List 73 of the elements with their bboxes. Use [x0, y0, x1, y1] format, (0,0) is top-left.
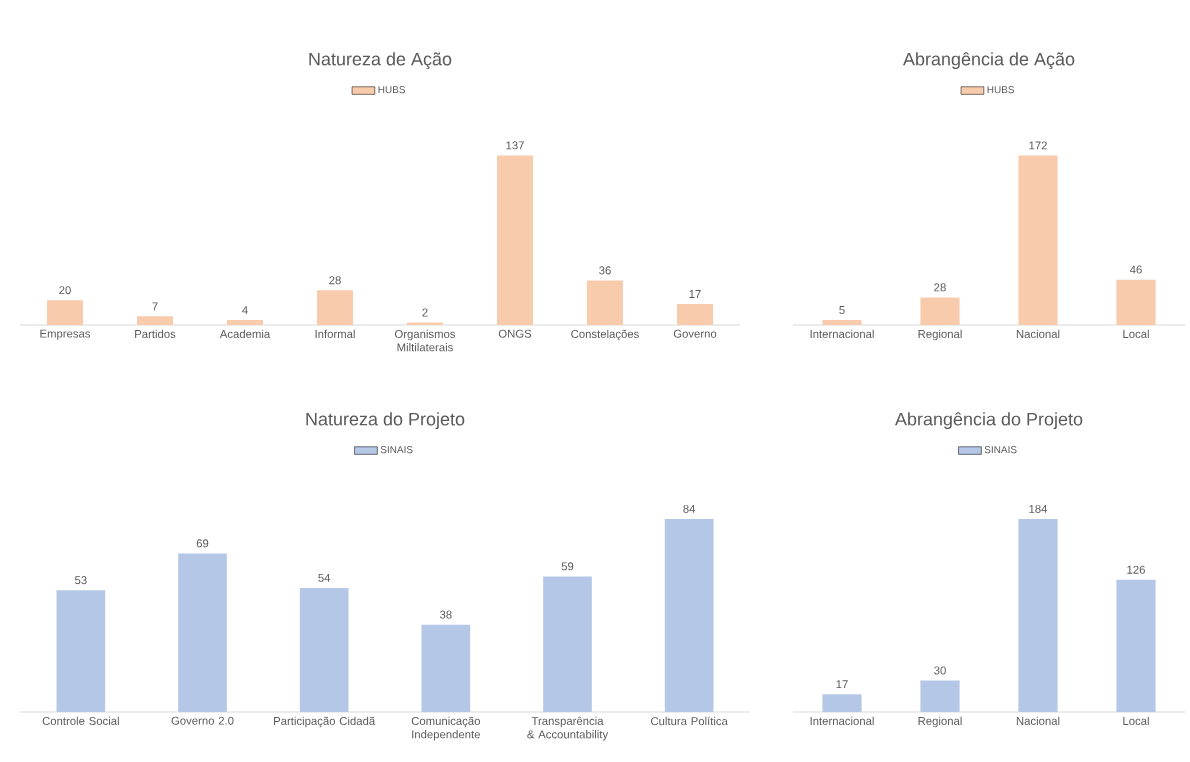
data-label: 84 [683, 504, 696, 513]
bar [178, 553, 227, 712]
bar [920, 297, 960, 325]
legend-label: SINAIS [984, 446, 1017, 454]
data-label: 54 [318, 573, 331, 582]
data-label: 46 [1129, 265, 1142, 274]
x-tick-label: Local [1123, 329, 1149, 339]
data-label: 30 [934, 666, 946, 675]
data-label: 2 [422, 308, 428, 317]
data-label: 17 [689, 290, 701, 298]
data-label: 172 [1029, 141, 1047, 150]
x-tick-label: Internacional [810, 329, 874, 339]
x-tick-label: Governo 2.0 [171, 716, 234, 725]
x-tick-label: Governo [673, 329, 717, 338]
data-label: 126 [1127, 565, 1145, 574]
x-tick-label: Nacional [1016, 716, 1060, 726]
data-label: 69 [196, 539, 209, 548]
bar [822, 320, 862, 325]
x-tick-label: Regional [918, 329, 962, 341]
x-tick-label: Organismos Miltilaterais [394, 329, 456, 352]
x-tick-label: Partidos [135, 329, 176, 339]
bar [664, 518, 714, 712]
x-tick-label: Regional [918, 716, 962, 728]
bar [47, 300, 83, 325]
data-label: 53 [74, 576, 87, 585]
data-label: 59 [561, 562, 574, 571]
legend-label: HUBS [987, 86, 1015, 94]
data-label: 38 [439, 610, 452, 619]
chart-title: Natureza do Projeto [306, 412, 465, 430]
x-tick-label: Academia [219, 329, 271, 339]
x-tick-label: Transparência & Accountability [527, 716, 609, 741]
bar [137, 316, 173, 325]
data-label: 5 [839, 306, 845, 314]
chart-title: Natureza de Ação [309, 52, 452, 70]
data-label: 7 [152, 302, 158, 311]
bar [822, 694, 862, 712]
bar [1018, 518, 1058, 712]
x-tick-label: Cultura Política [651, 716, 728, 726]
x-tick-label: Controle Social [42, 716, 119, 726]
bar [1116, 579, 1156, 712]
x-tick-label: Informal [315, 329, 355, 339]
bar [1018, 155, 1058, 325]
bar [1116, 279, 1156, 325]
x-tick-label: Nacional [1016, 329, 1060, 339]
bar [920, 680, 960, 712]
data-label: 4 [242, 306, 248, 314]
bar [497, 155, 533, 325]
x-tick-label: Local [1123, 716, 1149, 726]
bar [299, 587, 349, 712]
x-tick-label: Comunicação Independente [411, 716, 480, 741]
data-label: 28 [329, 276, 341, 285]
x-tick-label: Participação Cidadã [274, 716, 376, 728]
data-label: 137 [506, 141, 524, 150]
bar [676, 303, 713, 325]
bar [421, 624, 471, 712]
x-tick-label: ONGS [498, 329, 532, 338]
bar [227, 320, 263, 325]
chart-title: Abrangência de Ação [902, 52, 1075, 70]
x-tick-label: Empresas [40, 329, 91, 340]
data-label: 28 [934, 283, 946, 292]
bar [56, 590, 106, 712]
bar [543, 576, 592, 712]
bar [586, 280, 623, 325]
x-tick-label: Constelações [571, 329, 639, 341]
data-label: 184 [1029, 504, 1048, 513]
data-label: 17 [836, 680, 848, 689]
legend-label: SINAIS [380, 446, 413, 454]
x-tick-label: Internacional [810, 716, 874, 726]
chart-title: Abrangência do Projeto [894, 412, 1083, 430]
data-label: 20 [59, 286, 71, 295]
bar [317, 290, 353, 325]
legend-label: HUBS [378, 86, 406, 94]
data-label: 36 [599, 266, 611, 275]
